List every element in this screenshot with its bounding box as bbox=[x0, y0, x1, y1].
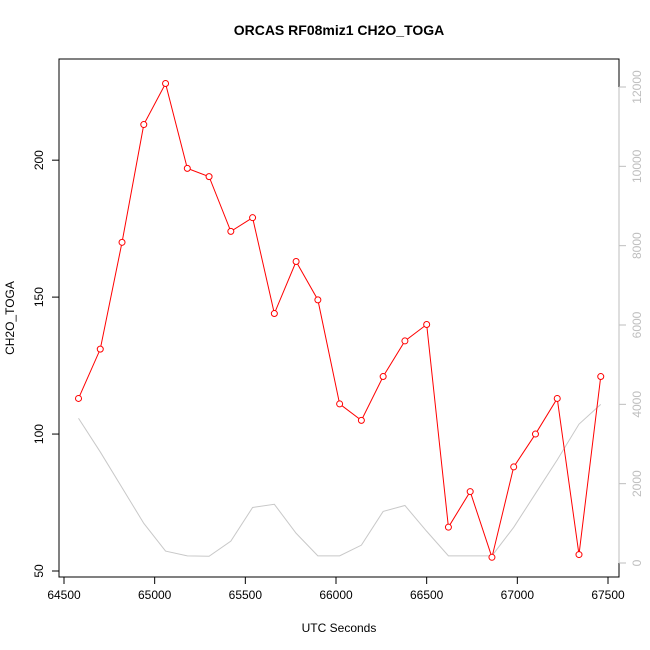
secondary-series-group bbox=[78, 403, 602, 557]
primary-series-point bbox=[292, 258, 300, 266]
primary-series-point bbox=[597, 373, 605, 381]
y-axis-left: 50 100 150 200 bbox=[32, 150, 60, 578]
y2-tick-label: 4000 bbox=[630, 391, 644, 418]
primary-series-point bbox=[314, 296, 322, 304]
y2-tick-label: 0 bbox=[630, 559, 644, 566]
chart-title: ORCAS RF08miz1 CH2O_TOGA bbox=[234, 22, 445, 38]
y-tick-label: 150 bbox=[32, 287, 46, 307]
primary-series-point bbox=[553, 394, 561, 402]
primary-series-point bbox=[96, 345, 104, 353]
x-tick-label: 67000 bbox=[501, 588, 535, 602]
primary-series-point bbox=[205, 173, 213, 181]
primary-series-point bbox=[531, 430, 539, 438]
primary-series-point bbox=[118, 238, 126, 246]
x-tick-label: 65000 bbox=[138, 588, 172, 602]
primary-series-point bbox=[140, 121, 148, 129]
primary-series-point bbox=[379, 373, 387, 381]
primary-series-point bbox=[444, 523, 452, 531]
y-tick-label: 50 bbox=[32, 564, 46, 578]
primary-series-point bbox=[401, 337, 409, 345]
primary-series-point bbox=[423, 321, 431, 328]
y2-tick-label: 6000 bbox=[630, 311, 644, 338]
y2-tick-label: 10000 bbox=[630, 149, 644, 183]
primary-series-point bbox=[336, 400, 344, 408]
primary-series-point bbox=[183, 164, 191, 172]
x-tick-label: 67500 bbox=[591, 588, 625, 602]
y-axis-label: CH2O_TOGA bbox=[3, 281, 17, 355]
y2-tick-label: 12000 bbox=[630, 70, 644, 104]
primary-series-point bbox=[75, 394, 83, 402]
y2-tick-label: 2000 bbox=[630, 470, 644, 497]
primary-series-point bbox=[227, 227, 235, 235]
x-axis-label: UTC Seconds bbox=[302, 621, 377, 635]
primary-series-point bbox=[510, 463, 518, 471]
secondary-series-line bbox=[78, 403, 602, 557]
x-tick-label: 64500 bbox=[47, 588, 81, 602]
y-axis-right: 0 2000 4000 6000 8000 10000 12000 bbox=[618, 70, 644, 566]
x-axis: 64500 65000 65500 66000 66500 67000 67500 bbox=[47, 576, 625, 602]
primary-series-point bbox=[488, 553, 496, 561]
primary-series-group bbox=[75, 79, 605, 561]
primary-series-point bbox=[249, 214, 257, 222]
y-tick-label: 200 bbox=[32, 150, 46, 170]
primary-series-point bbox=[162, 79, 170, 87]
x-tick-label: 65500 bbox=[229, 588, 263, 602]
y-tick-label: 100 bbox=[32, 424, 46, 444]
primary-series-point bbox=[575, 551, 583, 559]
primary-series-point bbox=[270, 310, 278, 318]
x-tick-label: 66000 bbox=[319, 588, 353, 602]
primary-series-point bbox=[357, 416, 365, 424]
primary-series-point bbox=[466, 488, 474, 496]
y2-tick-label: 8000 bbox=[630, 232, 644, 259]
x-tick-label: 66500 bbox=[410, 588, 444, 602]
